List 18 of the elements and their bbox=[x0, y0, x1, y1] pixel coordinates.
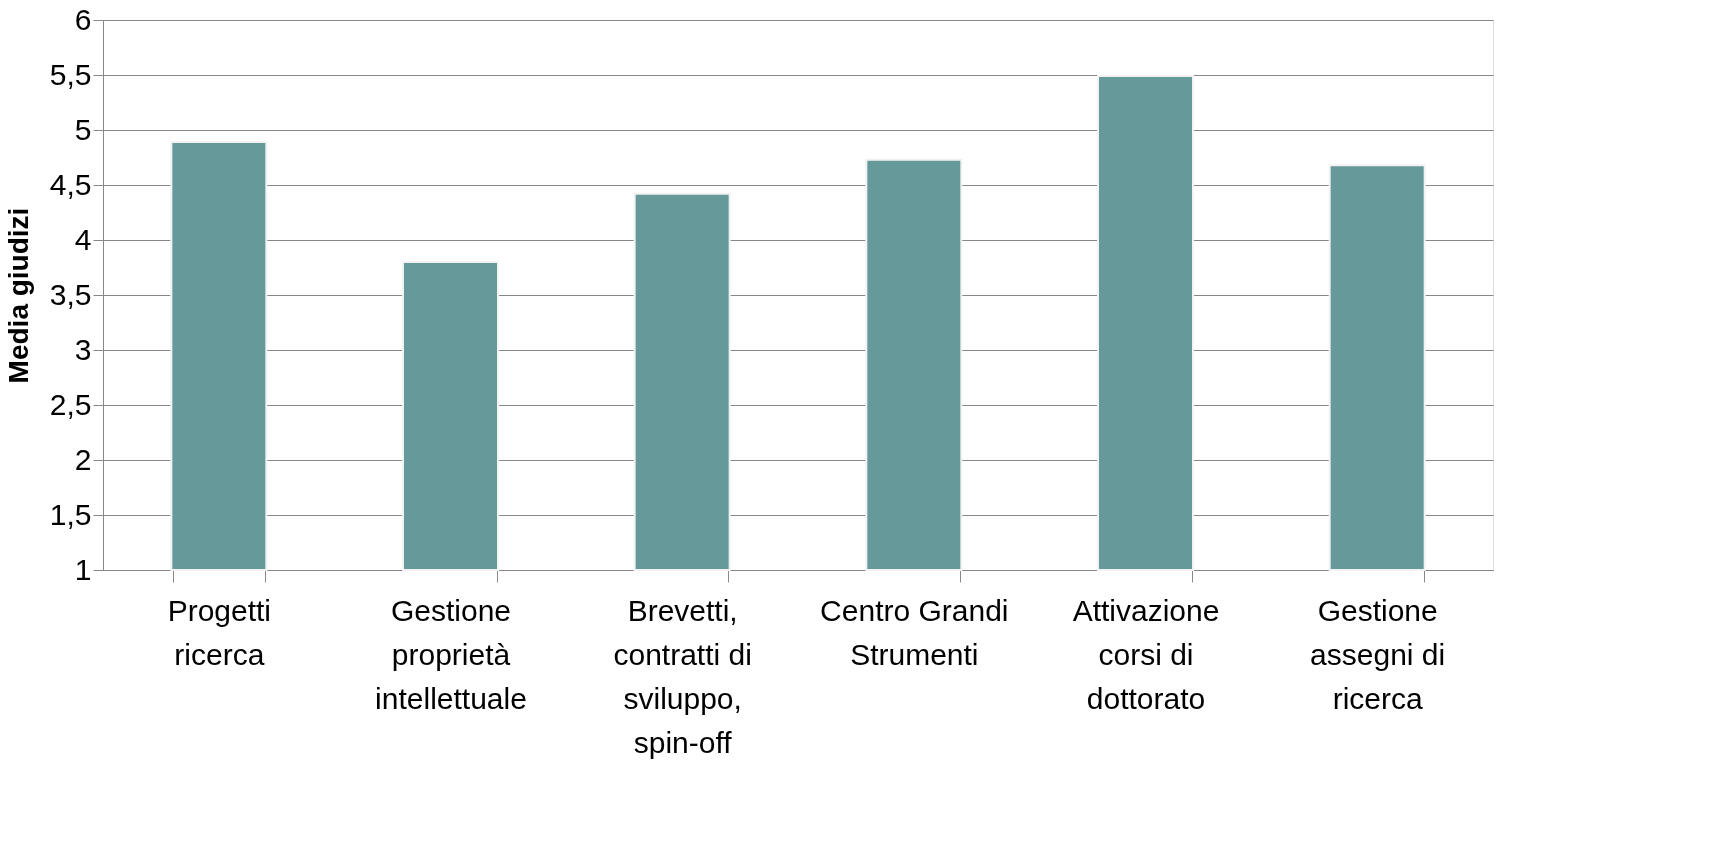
x-tick-label: Gestione proprietà intellettuale bbox=[375, 593, 527, 715]
y-tick-label: 2 bbox=[74, 442, 92, 476]
y-tick-label: 3 bbox=[74, 332, 92, 366]
x-tick-label: Brevetti, contratti di sviluppo, spin-off bbox=[613, 593, 752, 759]
x-tick-label: Progetti ricerca bbox=[167, 593, 272, 671]
y-tick-label: 4,5 bbox=[49, 167, 92, 201]
x-tick-label: Attivazione corsi di dottorato bbox=[1072, 593, 1220, 715]
x-tick-label: Centro Grandi Strumenti bbox=[820, 593, 1009, 671]
y-tick-label: 4 bbox=[74, 222, 92, 256]
y-tick-label: 6 bbox=[74, 2, 92, 36]
y-tick-label: 2,5 bbox=[49, 387, 92, 421]
y-tick-label: 5,5 bbox=[49, 57, 92, 91]
y-tick-label: 1,5 bbox=[49, 497, 92, 531]
y-axis-title: Media giudizi bbox=[2, 207, 34, 384]
x-tick-label: Gestione assegni di ricerca bbox=[1310, 593, 1446, 715]
y-tick-label: 3,5 bbox=[49, 277, 92, 311]
y-tick-label: 1 bbox=[74, 552, 92, 586]
y-tick-label: 5 bbox=[74, 112, 92, 146]
